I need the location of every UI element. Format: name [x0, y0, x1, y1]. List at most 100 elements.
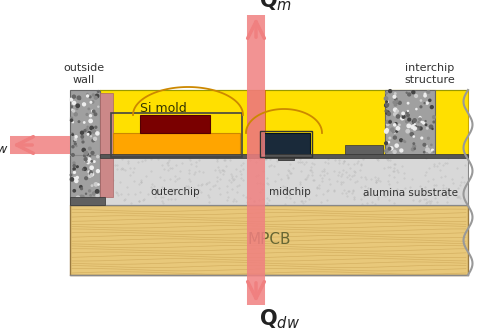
Bar	[100, 90, 468, 155]
Circle shape	[426, 102, 428, 104]
Circle shape	[427, 91, 430, 93]
Circle shape	[418, 122, 419, 123]
Circle shape	[72, 133, 74, 135]
Circle shape	[96, 170, 100, 173]
Bar	[111, 113, 242, 157]
Circle shape	[413, 145, 416, 148]
Circle shape	[98, 106, 99, 107]
Circle shape	[74, 171, 76, 173]
Circle shape	[400, 149, 403, 152]
Circle shape	[90, 136, 92, 137]
Text: outerchip: outerchip	[150, 187, 200, 197]
Circle shape	[96, 94, 98, 98]
Circle shape	[399, 124, 400, 125]
Circle shape	[74, 179, 78, 183]
Text: MPCB: MPCB	[247, 232, 291, 247]
Circle shape	[426, 145, 428, 147]
Circle shape	[74, 140, 76, 142]
Circle shape	[94, 137, 96, 140]
Circle shape	[92, 110, 93, 112]
Circle shape	[92, 94, 94, 96]
Circle shape	[82, 169, 84, 170]
Circle shape	[74, 113, 78, 116]
Circle shape	[398, 101, 401, 104]
Circle shape	[386, 101, 388, 102]
Circle shape	[84, 177, 87, 180]
Circle shape	[387, 101, 388, 103]
Circle shape	[406, 121, 408, 123]
Circle shape	[92, 101, 94, 103]
Circle shape	[90, 166, 94, 169]
Circle shape	[420, 106, 422, 108]
Circle shape	[89, 119, 92, 123]
Text: outside
wall: outside wall	[64, 63, 104, 85]
Circle shape	[84, 158, 87, 161]
Circle shape	[86, 128, 88, 131]
Text: Si mold: Si mold	[140, 102, 187, 115]
Circle shape	[73, 168, 75, 170]
Circle shape	[406, 112, 408, 114]
Circle shape	[72, 154, 74, 156]
Circle shape	[72, 146, 74, 148]
Text: $\mathbf{Q}_m$: $\mathbf{Q}_m$	[259, 0, 292, 13]
Circle shape	[73, 162, 75, 164]
Circle shape	[407, 124, 410, 127]
Circle shape	[428, 137, 430, 139]
Circle shape	[431, 144, 432, 145]
Circle shape	[84, 151, 87, 155]
Circle shape	[395, 123, 397, 124]
Circle shape	[394, 132, 395, 133]
Circle shape	[413, 127, 416, 130]
Circle shape	[72, 102, 76, 105]
Circle shape	[76, 145, 77, 146]
Circle shape	[90, 115, 92, 117]
Circle shape	[400, 117, 404, 120]
Circle shape	[72, 200, 74, 203]
Circle shape	[406, 115, 408, 116]
Circle shape	[89, 96, 91, 98]
Circle shape	[388, 112, 390, 116]
Circle shape	[394, 113, 397, 116]
Circle shape	[424, 93, 426, 95]
Circle shape	[416, 109, 417, 110]
Circle shape	[91, 200, 94, 203]
Circle shape	[421, 137, 422, 139]
Circle shape	[396, 115, 400, 118]
Circle shape	[84, 122, 85, 123]
Circle shape	[88, 158, 91, 161]
Circle shape	[90, 161, 92, 163]
Circle shape	[79, 98, 80, 100]
Circle shape	[406, 129, 409, 133]
Circle shape	[86, 114, 88, 116]
Circle shape	[73, 190, 76, 192]
Circle shape	[389, 137, 390, 139]
Bar	[113, 133, 240, 155]
Circle shape	[91, 151, 94, 154]
Circle shape	[75, 201, 77, 203]
Circle shape	[94, 161, 95, 162]
Circle shape	[395, 144, 398, 147]
Circle shape	[92, 130, 96, 133]
Circle shape	[421, 122, 422, 123]
Bar	[385, 90, 435, 155]
Circle shape	[428, 151, 430, 153]
Circle shape	[88, 131, 91, 135]
Circle shape	[410, 132, 414, 136]
Circle shape	[404, 141, 406, 142]
Circle shape	[76, 108, 78, 109]
Text: $\mathbf{Q}_{dw}$: $\mathbf{Q}_{dw}$	[259, 307, 300, 331]
Circle shape	[82, 138, 83, 140]
Circle shape	[417, 127, 419, 129]
Circle shape	[80, 188, 82, 190]
Circle shape	[82, 141, 84, 143]
Circle shape	[390, 147, 393, 150]
Circle shape	[390, 128, 394, 131]
Circle shape	[92, 110, 95, 113]
Circle shape	[394, 108, 397, 112]
Circle shape	[90, 172, 92, 175]
Circle shape	[388, 90, 392, 93]
Circle shape	[386, 103, 388, 106]
Circle shape	[76, 177, 78, 179]
Circle shape	[422, 122, 425, 124]
Circle shape	[419, 117, 421, 118]
